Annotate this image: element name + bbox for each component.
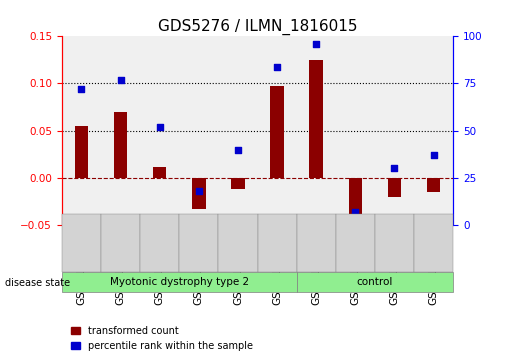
Legend: transformed count, percentile rank within the sample: transformed count, percentile rank withi… xyxy=(66,322,257,355)
Text: control: control xyxy=(357,277,393,287)
Bar xyxy=(297,36,336,225)
Bar xyxy=(349,178,362,228)
Point xyxy=(156,124,164,130)
Bar xyxy=(192,178,205,209)
Bar xyxy=(62,36,101,225)
Bar xyxy=(153,167,166,178)
Bar xyxy=(114,112,127,178)
Bar xyxy=(101,36,140,225)
Bar xyxy=(218,36,258,225)
Bar xyxy=(270,86,284,178)
Bar xyxy=(75,126,88,178)
Bar xyxy=(336,36,375,225)
Bar xyxy=(427,178,440,192)
Bar xyxy=(388,178,401,197)
Bar xyxy=(258,36,297,225)
Point xyxy=(312,41,320,47)
Point xyxy=(116,77,125,83)
Point xyxy=(195,188,203,194)
Bar xyxy=(179,36,218,225)
Bar xyxy=(310,60,323,178)
Point xyxy=(351,209,359,215)
Bar xyxy=(414,36,453,225)
Point xyxy=(77,86,85,92)
Text: Myotonic dystrophy type 2: Myotonic dystrophy type 2 xyxy=(110,277,249,287)
Bar xyxy=(231,178,245,189)
Bar xyxy=(140,36,179,225)
Bar xyxy=(375,36,414,225)
Point xyxy=(273,64,281,69)
Point xyxy=(390,166,399,171)
Point xyxy=(430,152,438,158)
Text: disease state: disease state xyxy=(5,278,70,288)
Point xyxy=(234,147,242,152)
Title: GDS5276 / ILMN_1816015: GDS5276 / ILMN_1816015 xyxy=(158,19,357,35)
